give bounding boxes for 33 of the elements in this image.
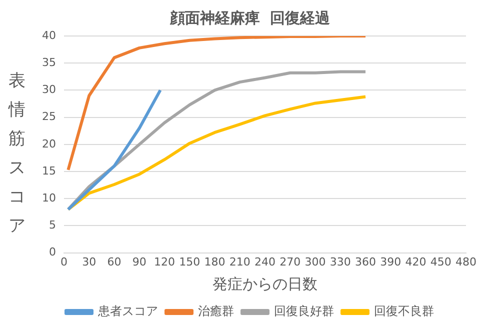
y-tick-label: 15 [42, 164, 56, 178]
x-tick-label: 180 [204, 255, 226, 268]
chart-title: 顔面神経麻痺 回復経過 [168, 8, 332, 27]
x-axis-title: 発症からの日数 [212, 274, 318, 293]
x-tick-label: 420 [405, 255, 426, 268]
y-tick-label: 10 [42, 191, 56, 204]
y-tick-label: 20 [42, 137, 56, 150]
x-tick-label: 120 [154, 255, 175, 268]
y-tick-label: 30 [42, 83, 56, 96]
y-tick-label: 25 [42, 110, 56, 124]
x-tick-label: 30 [82, 255, 96, 268]
x-tick-label: 360 [355, 255, 376, 268]
legend-label: 回復不良群 [374, 304, 434, 318]
x-tick-label: 330 [330, 255, 351, 268]
legend-label: 治癒群 [198, 304, 234, 318]
legend-label: 患者スコア [97, 304, 158, 318]
x-tick-label: 150 [179, 255, 200, 268]
x-tick-label: 300 [304, 255, 326, 268]
x-tick-label: 90 [132, 255, 146, 268]
x-tick-label: 60 [107, 255, 122, 268]
x-tick-label: 480 [456, 255, 476, 268]
legend-label: 回復良好群 [274, 304, 334, 318]
x-tick-label: 240 [254, 255, 276, 268]
y-tick-label: 0 [48, 246, 56, 259]
y-tick-label: 35 [42, 56, 56, 69]
x-tick-label: 0 [60, 255, 68, 268]
x-tick-label: 450 [430, 255, 452, 268]
y-axis-title: 表情筋スコア [8, 70, 26, 238]
x-tick-label: 210 [229, 255, 250, 268]
y-tick-label: 40 [42, 28, 56, 42]
x-tick-label: 270 [280, 255, 301, 268]
x-tick-label: 390 [380, 255, 402, 268]
y-tick-label: 5 [48, 218, 56, 232]
